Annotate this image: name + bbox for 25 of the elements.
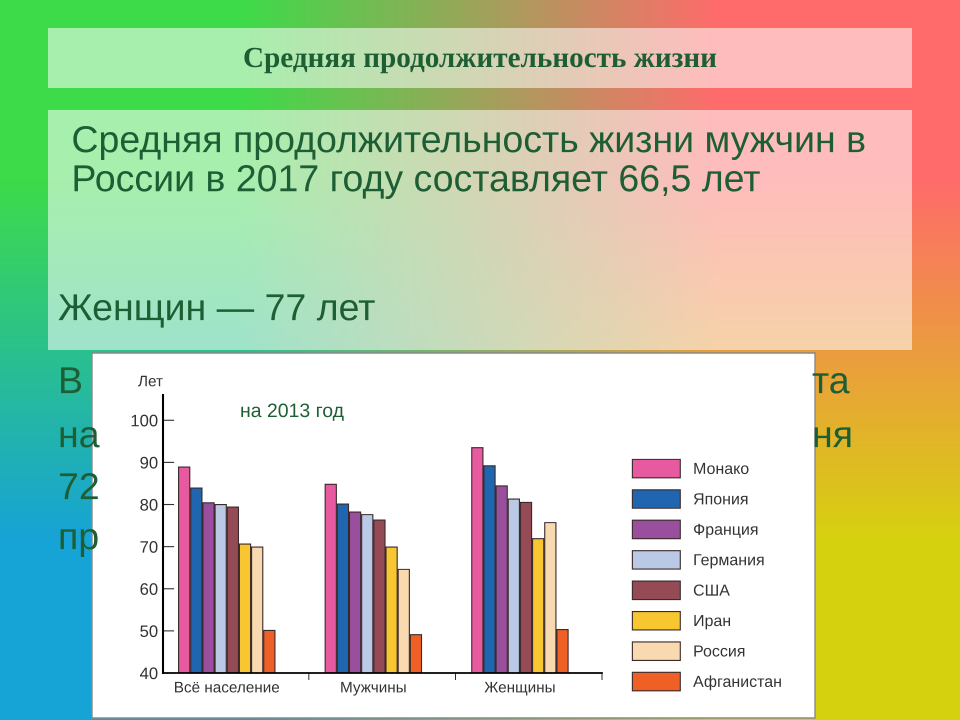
y-tick-label: 90	[140, 456, 158, 469]
y-tick-label: 40	[140, 667, 158, 680]
legend-label: Монако	[694, 462, 749, 474]
y-tick-label: 50	[140, 625, 158, 638]
y-tick-label: 70	[140, 541, 158, 553]
y-tick-label: 100	[132, 414, 158, 426]
legend-label: Германия	[694, 554, 764, 569]
legend-label: Франция	[694, 524, 758, 538]
text: В	[61, 367, 82, 394]
legend-label: США	[694, 584, 730, 596]
legend-label: Япония	[694, 493, 748, 504]
x-tick-label: Всё население	[175, 682, 280, 693]
legend-label: Иран	[694, 615, 730, 630]
chart-title: Средняя продолжительность жизни	[244, 48, 716, 74]
x-tick-label: Мужчины	[341, 682, 406, 696]
chart-subtitle: на 2013 год	[241, 403, 344, 421]
x-tick-label: Женщины	[484, 682, 555, 696]
legend-label: Афганистан	[693, 675, 781, 690]
y-tick-label: 60	[140, 583, 158, 595]
y-axis-title: Лет	[138, 376, 163, 386]
text: Средняя продолжительность жизни мужчин в России в 2017 году составляет 66,5 лет	[73, 126, 864, 199]
legend-label: Россия	[694, 645, 744, 657]
y-tick-label: 80	[140, 498, 158, 511]
text: ня	[814, 427, 850, 448]
text: Женщин — 77 лет	[58, 294, 375, 328]
